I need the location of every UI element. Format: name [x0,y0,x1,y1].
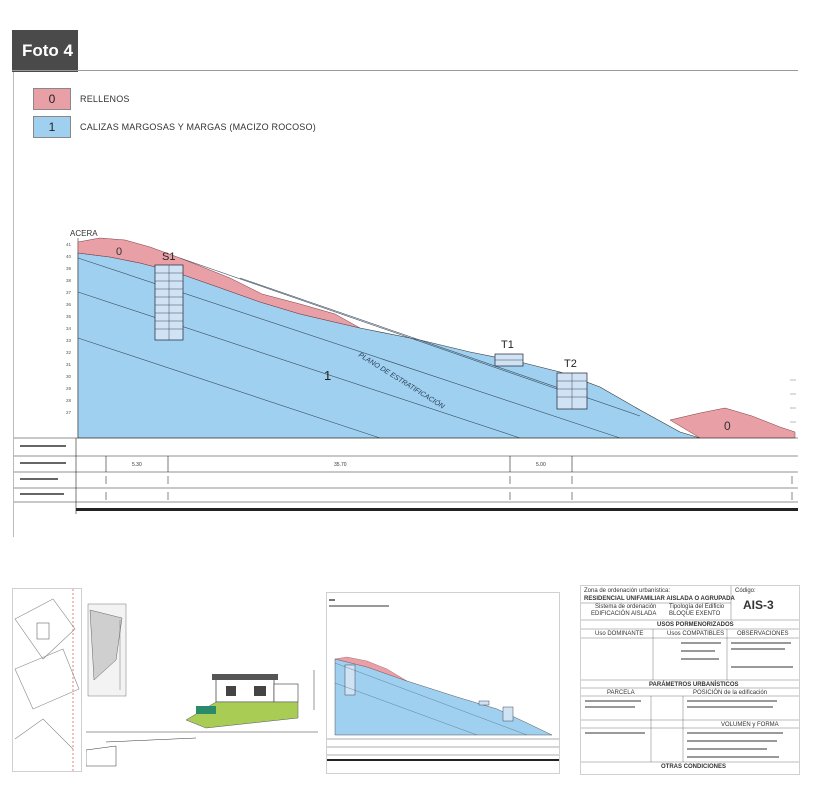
thumbnail-site-plan[interactable] [12,588,82,772]
svg-text:29: 29 [66,386,72,391]
svg-text:39: 39 [66,266,72,271]
table-row-labels [20,445,66,495]
svg-text:27: 27 [66,410,72,415]
legend-swatch-fill: 0 [33,88,71,110]
code-caption: Código: [735,588,756,594]
svg-text:40: 40 [66,254,72,259]
zone-code: AIS-3 [743,598,774,612]
params-title: PARÁMETROS URBANÍSTICOS [649,682,739,688]
house-section-drawing [86,603,318,767]
typology-value: BLOQUE EXENTO [669,611,721,617]
legend-label-fill: RELLENOS [80,94,130,104]
uses-header-compatible: Usos COMPATIBLES [667,631,725,637]
thumbnail-zoning-sheet[interactable]: Zona de ordenación urbanística: RESIDENC… [580,585,800,775]
header-rule [12,70,798,71]
fill-code-left: 0 [116,246,122,258]
acera-label: ACERA [70,229,98,238]
right-edge-marks [790,379,796,423]
distance-2: 35.70 [334,462,347,468]
zone-name: RESIDENCIAL UNIFAMILIAR AISLADA O AGRUPA… [584,596,735,602]
geological-profile: 41 40 39 38 37 36 35 34 33 32 31 30 29 28 27 [14,229,798,514]
svg-text:36: 36 [66,302,72,307]
borehole-t2 [556,372,588,410]
borehole-t1 [494,353,524,367]
fill-area-right [669,407,796,439]
zone-caption: Zona de ordenación urbanística: [584,588,671,594]
borehole-label-t1: T1 [501,339,514,351]
svg-text:34: 34 [66,326,72,331]
thumbnail-mini-profile[interactable] [326,592,560,774]
parcel-header: PARCELA [607,690,635,696]
borehole-s1 [154,264,184,341]
svg-text:30: 30 [66,374,72,379]
distance-3: 5.00 [536,462,546,468]
profile-data-table [14,437,798,514]
volume-header: VOLUMEN y FORMA [721,722,779,728]
site-plan-drawing [14,589,80,771]
svg-text:33: 33 [66,338,72,343]
svg-text:38: 38 [66,278,72,283]
distance-1: 5.30 [132,462,142,468]
position-header: POSICIÓN de la edificación [693,690,768,696]
svg-text:37: 37 [66,290,72,295]
uses-header-dominant: Uso DOMINANTE [595,631,644,637]
elevation-ticks: 41 40 39 38 37 36 35 34 33 32 31 30 29 28 27 [66,242,72,415]
svg-text:35: 35 [66,314,72,319]
uses-title: USOS PORMENORIZADOS [657,622,734,628]
svg-text:31: 31 [66,362,72,367]
uses-header-observations: OBSERVACIONES [737,631,789,637]
system-caption: Sistema de ordenación [595,604,657,610]
system-value: EDIFICACIÓN AISLADA [591,611,657,617]
photo-tag: Foto 4 [12,30,78,72]
left-border-line [13,72,14,537]
other-title: OTRAS CONDICIONES [661,764,727,770]
zoning-sheet-grid [581,586,799,763]
scale-bar [76,508,798,511]
svg-text:28: 28 [66,398,72,403]
mini-profile-drawing [327,599,559,761]
svg-text:41: 41 [66,242,72,247]
typology-caption: Tipología del Edificio [669,604,725,610]
svg-text:32: 32 [66,350,72,355]
station-marks [105,476,793,500]
thumbnail-house-section[interactable] [86,600,318,772]
legend-swatch-rock: 1 [33,116,71,138]
borehole-label-t2: T2 [564,358,577,370]
fill-code-right: 0 [724,419,731,433]
borehole-label-s1: S1 [162,251,175,263]
rock-code-label: 1 [324,368,331,383]
legend-label-rock: CALIZAS MARGOSAS Y MARGAS (MACIZO ROCOSO… [80,122,316,132]
